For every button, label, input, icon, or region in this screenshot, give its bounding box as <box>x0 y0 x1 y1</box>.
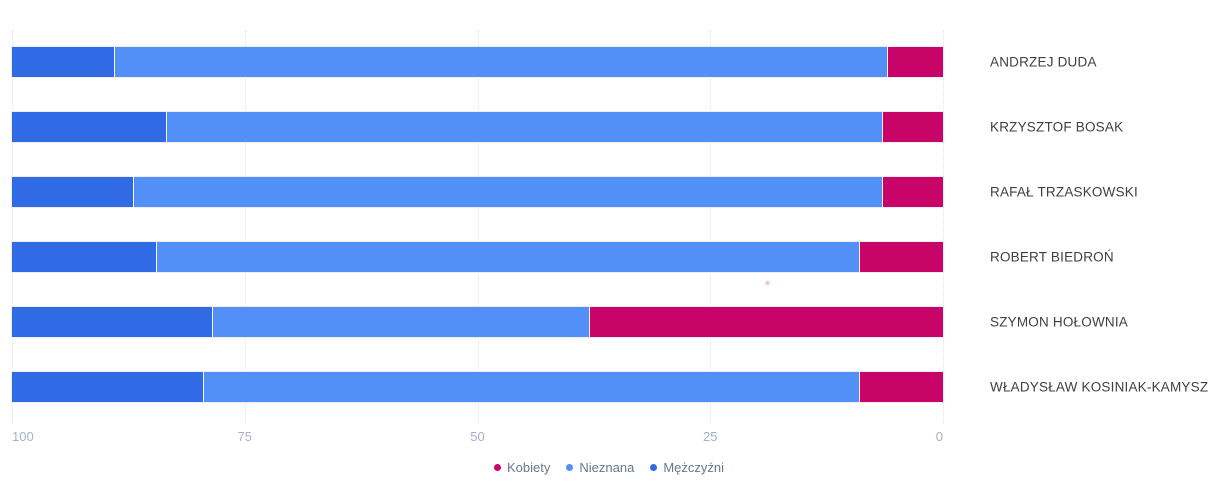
legend-label: Mężczyźni <box>663 460 724 475</box>
bar-segment-kobiety[interactable] <box>882 112 943 142</box>
category-label: SZYMON HOŁOWNIA <box>990 314 1129 330</box>
category-label: WŁADYSŁAW KOSINIAK-KAMYSZ <box>990 379 1209 395</box>
artifact-speck <box>764 280 771 286</box>
gridline <box>244 30 246 424</box>
gridline <box>12 30 13 424</box>
bar-segment-kobiety[interactable] <box>887 47 943 77</box>
bar-segment-m-czy-ni[interactable] <box>12 307 213 337</box>
category-label: RAFAŁ TRZASKOWSKI <box>990 184 1138 200</box>
gridline <box>943 30 944 424</box>
bar-segment-kobiety[interactable] <box>859 242 943 272</box>
bar-segment-nieznana[interactable] <box>156 242 860 272</box>
bar-segment-m-czy-ni[interactable] <box>12 372 203 402</box>
legend-label: Nieznana <box>579 460 635 475</box>
category-label: ROBERT BIEDROŃ <box>990 249 1114 265</box>
legend-item-m-czy-ni[interactable]: Mężczyźni <box>650 460 724 475</box>
bar-segment-m-czy-ni[interactable] <box>12 47 115 77</box>
stacked-bar <box>12 47 943 77</box>
legend-item-nieznana[interactable]: Nieznana <box>566 460 634 475</box>
bar-segment-nieznana[interactable] <box>165 112 883 142</box>
category-label: KRZYSZTOF BOSAK <box>990 119 1124 135</box>
x-tick-label: 100 <box>12 429 34 444</box>
bar-segment-kobiety[interactable] <box>859 372 943 402</box>
bar-segment-kobiety[interactable] <box>589 307 943 337</box>
gridline <box>477 30 479 424</box>
legend-label: Kobiety <box>507 460 551 475</box>
stacked-bar <box>12 372 943 402</box>
legend-dot-icon <box>650 464 658 471</box>
bar-segment-kobiety[interactable] <box>882 177 943 207</box>
stacked-bar <box>12 112 943 142</box>
legend-dot-icon <box>566 464 574 471</box>
bar-segment-nieznana[interactable] <box>114 47 888 77</box>
stacked-bar <box>12 242 943 272</box>
x-tick-label: 75 <box>237 429 252 444</box>
bar-segment-nieznana[interactable] <box>202 372 860 402</box>
bar-segment-m-czy-ni[interactable] <box>12 177 134 207</box>
bar-segment-nieznana[interactable] <box>133 177 883 207</box>
x-tick-label: 0 <box>935 429 943 444</box>
legend-dot-icon <box>494 464 501 471</box>
bar-segment-m-czy-ni[interactable] <box>12 112 166 142</box>
legend: Kobiety Nieznana Mężczyźni <box>0 460 1218 475</box>
legend-item-kobiety[interactable]: Kobiety <box>494 460 550 475</box>
category-label: ANDRZEJ DUDA <box>990 54 1097 70</box>
stacked-bar <box>12 307 943 337</box>
gridline <box>710 30 712 424</box>
x-tick-label: 25 <box>703 429 718 444</box>
stacked-bar <box>12 177 943 207</box>
bar-segment-m-czy-ni[interactable] <box>12 242 157 272</box>
bar-segment-nieznana[interactable] <box>212 307 590 337</box>
x-tick-label: 50 <box>470 429 485 444</box>
